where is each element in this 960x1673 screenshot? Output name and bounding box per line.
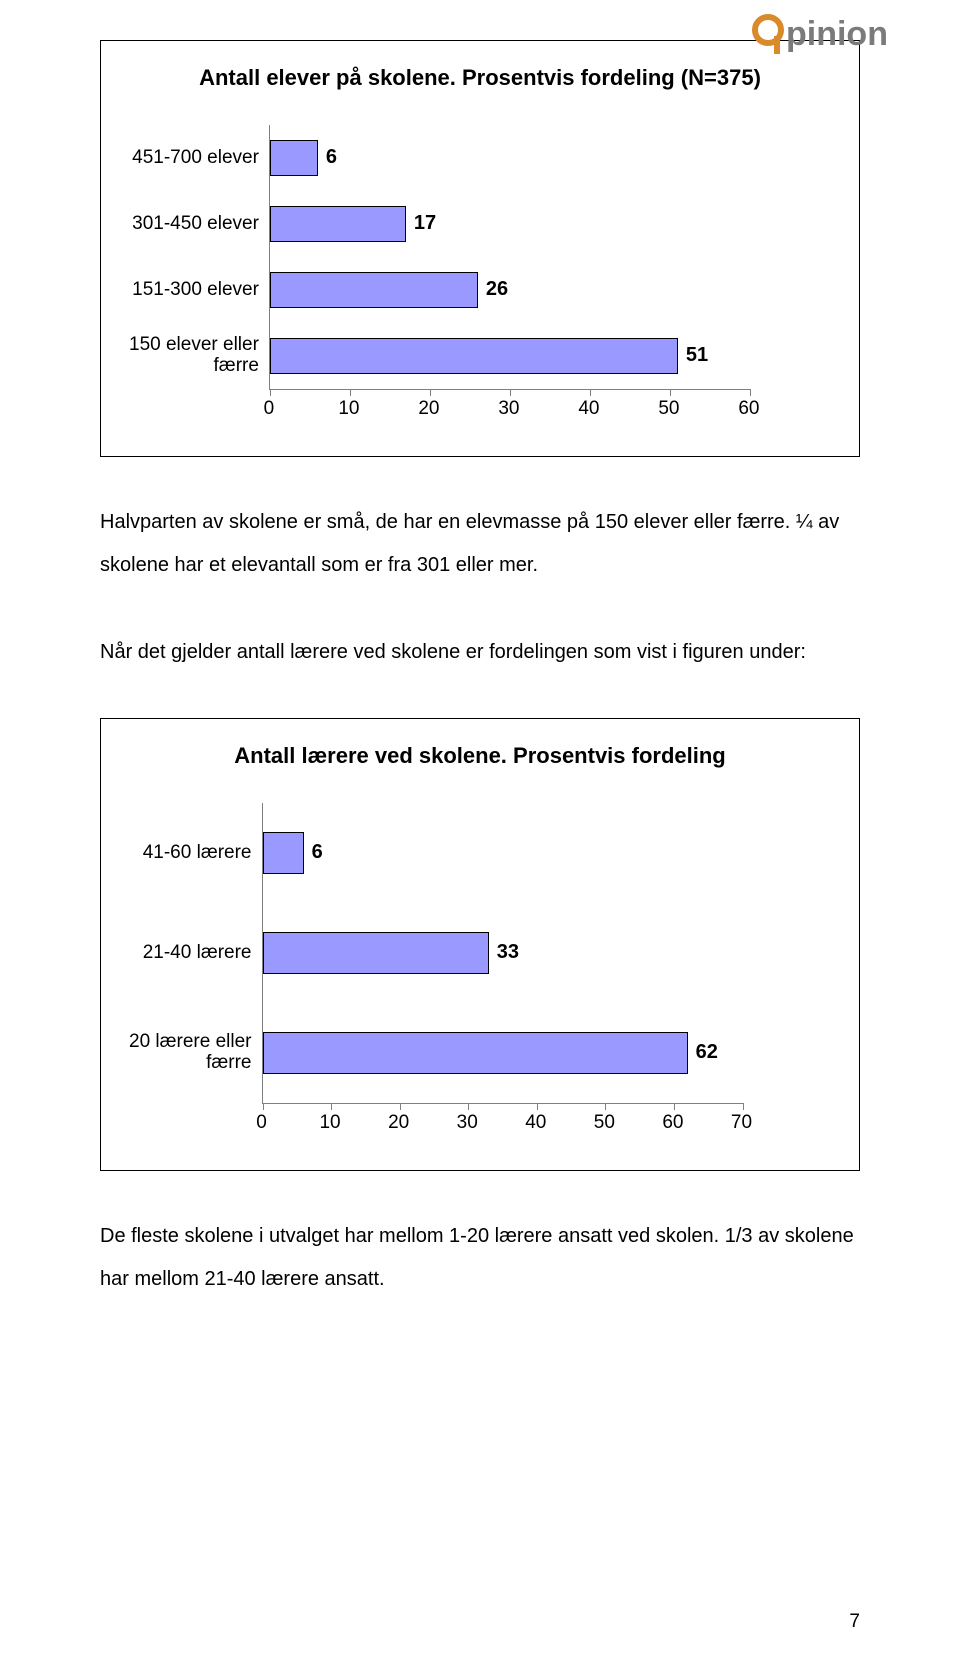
svg-text:pinion: pinion	[786, 15, 888, 53]
bar-value: 26	[486, 278, 508, 301]
bar-value: 17	[414, 212, 436, 235]
plot-area: 6 17 26 51	[269, 125, 750, 390]
page: pinion Antall elever på skolene. Prosent…	[0, 0, 960, 1673]
bar	[263, 932, 489, 974]
bar	[263, 832, 304, 874]
plot: 63362 010203040506070	[262, 803, 832, 1142]
x-axis-label: 10	[338, 398, 359, 420]
paragraph: De fleste skolene i utvalget har mellom …	[100, 1215, 860, 1301]
x-axis-label: 20	[418, 398, 439, 420]
page-number: 7	[849, 1611, 860, 1633]
logo-opinion: pinion	[752, 12, 922, 61]
y-axis-label: 301-450 elever	[129, 191, 259, 257]
x-axis-label: 30	[498, 398, 519, 420]
bar	[263, 1032, 688, 1074]
x-axis-label: 50	[658, 398, 679, 420]
x-tick	[350, 389, 351, 396]
x-axis-labels: 010203040506070	[262, 1112, 742, 1142]
x-axis-label: 20	[388, 1112, 409, 1134]
x-tick	[750, 389, 751, 396]
y-axis-label: 21-40 lærere	[129, 903, 252, 1003]
x-tick	[400, 1103, 401, 1110]
bar-value: 51	[686, 344, 708, 367]
x-axis-label: 40	[525, 1112, 546, 1134]
x-axis-label: 50	[594, 1112, 615, 1134]
x-axis-label: 60	[662, 1112, 683, 1134]
bar-value: 6	[312, 841, 323, 864]
bar-value: 33	[497, 941, 519, 964]
y-axis-label: 150 elever ellerfærre	[129, 323, 259, 389]
y-axis-label: 451-700 elever	[129, 125, 259, 191]
plot-area: 6 33 62	[262, 803, 743, 1104]
x-axis-label: 60	[738, 398, 759, 420]
x-tick	[743, 1103, 744, 1110]
x-axis-label: 0	[256, 1112, 267, 1134]
chart-body: 41-60 lærere21-40 lærere20 lærere ellerf…	[129, 803, 831, 1142]
x-tick	[510, 389, 511, 396]
chart-title: Antall lærere ved skolene. Prosentvis fo…	[129, 743, 831, 769]
x-tick	[331, 1103, 332, 1110]
y-axis-label: 41-60 lærere	[129, 803, 252, 903]
chart-body: 451-700 elever301-450 elever151-300 elev…	[129, 125, 831, 428]
y-axis-labels: 41-60 lærere21-40 lærere20 lærere ellerf…	[129, 803, 262, 1142]
x-tick	[537, 1103, 538, 1110]
plot: 6172651 0102030405060	[269, 125, 831, 428]
x-tick	[590, 389, 591, 396]
x-tick	[270, 389, 271, 396]
x-axis-labels: 0102030405060	[269, 398, 749, 428]
paragraph: Når det gjelder antall lærere ved skolen…	[100, 631, 860, 674]
x-tick	[430, 389, 431, 396]
paragraph: Halvparten av skolene er små, de har en …	[100, 501, 860, 587]
y-axis-label: 20 lærere ellerfærre	[129, 1003, 252, 1103]
chart-title: Antall elever på skolene. Prosentvis for…	[129, 65, 831, 91]
bar-value: 6	[326, 146, 337, 169]
y-axis-label: 151-300 elever	[129, 257, 259, 323]
x-axis-label: 0	[264, 398, 275, 420]
y-axis-labels: 451-700 elever301-450 elever151-300 elev…	[129, 125, 269, 428]
chart-students: Antall elever på skolene. Prosentvis for…	[100, 40, 860, 457]
bar	[270, 338, 678, 374]
bar	[270, 272, 478, 308]
x-tick	[674, 1103, 675, 1110]
x-tick	[670, 389, 671, 396]
x-axis-label: 30	[457, 1112, 478, 1134]
bar	[270, 140, 318, 176]
x-axis-label: 70	[731, 1112, 752, 1134]
x-axis-label: 40	[578, 398, 599, 420]
x-tick	[605, 1103, 606, 1110]
chart-teachers: Antall lærere ved skolene. Prosentvis fo…	[100, 718, 860, 1171]
bar	[270, 206, 406, 242]
x-tick	[468, 1103, 469, 1110]
x-axis-label: 10	[319, 1112, 340, 1134]
bar-value: 62	[696, 1041, 718, 1064]
x-tick	[263, 1103, 264, 1110]
